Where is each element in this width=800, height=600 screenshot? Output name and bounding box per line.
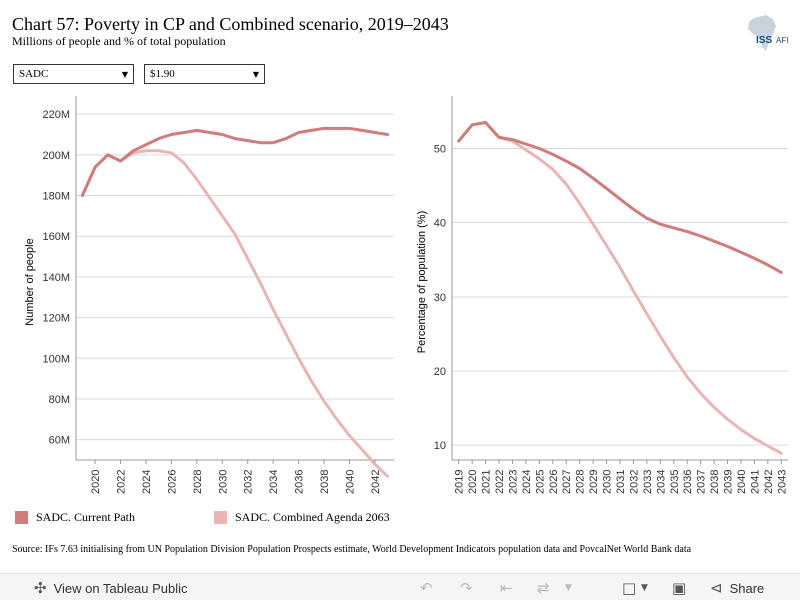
y-tick-label: 20 <box>434 366 446 378</box>
y-tick-label: 30 <box>434 292 446 304</box>
legend-swatch-combined <box>214 511 227 524</box>
legend-label-current-path: SADC. Current Path <box>36 510 135 524</box>
undo-icon[interactable]: ↶ <box>420 579 433 597</box>
download-icon[interactable]: □ <box>622 579 637 597</box>
x-tick-label: 2026 <box>548 470 560 494</box>
download-dropdown-icon[interactable]: ▼ <box>641 583 648 593</box>
x-tick-label: 2030 <box>602 470 614 494</box>
tableau-toolbar: ✣ View on Tableau Public ↶ ↷ ⇤ ⇄ ▼ □ ▼ ▣… <box>0 573 800 600</box>
revert-icon[interactable]: ⇤ <box>500 579 513 597</box>
x-tick-label: 2020 <box>90 470 102 494</box>
x-tick-label: 2038 <box>709 470 721 494</box>
source-note: Source: IFs 7.63 initialising from UN Po… <box>12 544 692 555</box>
x-tick-label: 2034 <box>268 470 280 494</box>
y-tick-label: 120M <box>42 313 70 325</box>
y-tick-label: 100M <box>42 353 70 365</box>
x-tick-label: 2036 <box>682 470 694 494</box>
iss-africa-logo: ISS AFI <box>748 15 788 51</box>
x-tick-label: 2032 <box>628 470 640 494</box>
x-tick-label: 2035 <box>669 470 681 494</box>
people-chart[interactable]: 60M 80M 100M 120M 140M 160M 180M 200M 220M 2020 20… <box>0 88 400 500</box>
x-tick-label: 2043 <box>776 470 788 494</box>
x-tick-label: 2040 <box>736 470 748 494</box>
legend-combined[interactable]: SADC. Combined Agenda 2063 <box>214 510 390 525</box>
series-line-combined <box>457 121 783 455</box>
chevron-down-icon: ▼ <box>121 69 128 79</box>
y-axis-title: Number of people <box>24 238 36 325</box>
y-tick-label: 80M <box>49 394 70 406</box>
x-tick-label: 2029 <box>588 470 600 494</box>
x-tick-label: 2027 <box>561 470 573 494</box>
x-tick-label: 2024 <box>141 470 153 494</box>
y-tick-label: 50 <box>434 144 446 156</box>
x-tick-label: 2028 <box>575 470 587 494</box>
share-label: Share <box>729 580 765 596</box>
view-on-tableau-label: View on Tableau Public <box>53 580 188 596</box>
x-tick-label: 2041 <box>749 470 761 494</box>
series-line-current-path <box>457 121 783 274</box>
legend-label-combined: SADC. Combined Agenda 2063 <box>235 510 390 524</box>
x-tick-label: 2020 <box>467 470 479 494</box>
y-tick-label: 60M <box>49 435 70 447</box>
x-tick-label: 2038 <box>319 470 331 494</box>
x-tick-label: 2023 <box>507 470 519 494</box>
x-tick-label: 2022 <box>494 470 506 494</box>
tableau-logo-icon: ✣ <box>34 579 47 597</box>
x-tick-label: 2019 <box>454 470 466 494</box>
y-tick-label: 180M <box>42 191 70 203</box>
x-tick-label: 2024 <box>521 470 533 494</box>
x-tick-label: 2042 <box>763 470 775 494</box>
x-tick-label: 2021 <box>481 470 493 494</box>
series-line-combined <box>80 149 390 478</box>
x-tick-label: 2032 <box>243 470 255 494</box>
logo-afi-text: AFI <box>776 36 788 45</box>
fullscreen-icon[interactable]: ▣ <box>672 579 687 597</box>
x-tick-label: 2040 <box>344 470 356 494</box>
poverty-line-dropdown[interactable]: $1.90 ▼ <box>144 64 265 84</box>
x-tick-label: 2030 <box>217 470 229 494</box>
x-tick-label: 2042 <box>370 470 382 494</box>
x-tick-label: 2028 <box>192 470 204 494</box>
logo-iss-text: ISS <box>756 35 772 46</box>
y-tick-label: 40 <box>434 218 446 230</box>
region-dropdown[interactable]: SADC ▼ <box>13 64 134 84</box>
y-tick-label: 140M <box>42 272 70 284</box>
x-tick-label: 2026 <box>166 470 178 494</box>
chart-subtitle: Millions of people and % of total popula… <box>12 34 226 48</box>
poverty-line-dropdown-value: $1.90 <box>150 68 175 80</box>
redo-icon[interactable]: ↷ <box>460 579 473 597</box>
x-tick-label: 2039 <box>723 470 735 494</box>
x-tick-label: 2034 <box>655 470 667 494</box>
x-tick-label: 2037 <box>696 470 708 494</box>
x-tick-label: 2031 <box>615 470 627 494</box>
x-tick-label: 2022 <box>116 470 128 494</box>
refresh-icon[interactable]: ⇄ <box>537 579 550 597</box>
x-tick-label: 2033 <box>642 470 654 494</box>
y-axis-title: Percentage of population (%) <box>416 211 428 353</box>
refresh-dropdown-icon[interactable]: ▼ <box>565 583 572 593</box>
y-tick-label: 10 <box>434 440 446 452</box>
series-line-current-path <box>80 126 390 197</box>
y-tick-label: 200M <box>42 150 70 162</box>
legend-swatch-current-path <box>15 511 28 524</box>
y-tick-label: 220M <box>42 109 70 121</box>
view-on-tableau-button[interactable]: ✣ View on Tableau Public <box>34 579 188 597</box>
legend-current-path[interactable]: SADC. Current Path <box>15 510 135 525</box>
region-dropdown-value: SADC <box>19 68 49 80</box>
x-tick-label: 2025 <box>534 470 546 494</box>
chevron-down-icon: ▼ <box>252 69 259 79</box>
chart-title: Chart 57: Poverty in CP and Combined sce… <box>12 14 449 34</box>
x-tick-label: 2036 <box>294 470 306 494</box>
share-button[interactable]: ⊲ Share <box>710 579 764 597</box>
share-icon: ⊲ <box>710 579 723 597</box>
y-tick-label: 160M <box>42 231 70 243</box>
